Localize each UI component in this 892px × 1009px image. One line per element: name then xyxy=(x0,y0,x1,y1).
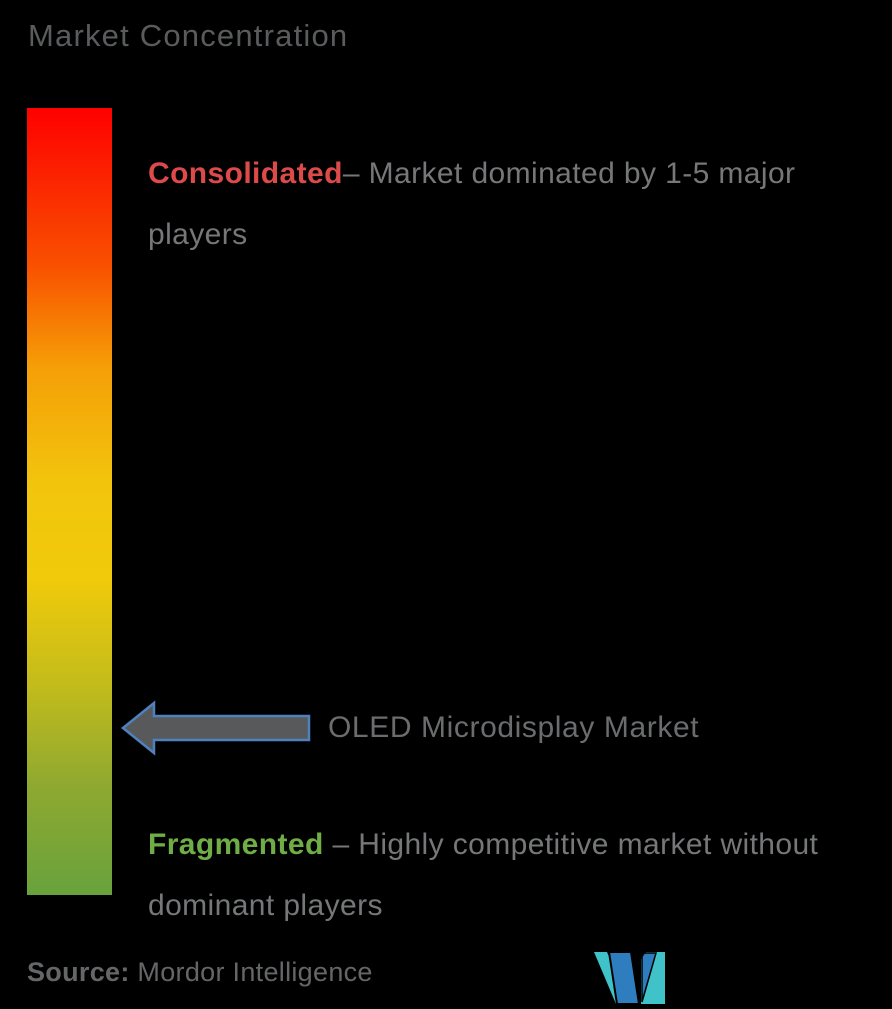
source-text: Mordor Intelligence xyxy=(129,957,373,987)
fragmented-description: Fragmented – Highly competitive market w… xyxy=(148,814,848,936)
source-prefix: Source: xyxy=(27,957,130,987)
consolidated-description-text: – Market dominated by 1-5 major players xyxy=(148,157,796,251)
source-line: Source: Mordor Intelligence xyxy=(27,957,373,988)
fragmented-description-text: – Highly competitive market without domi… xyxy=(148,828,819,922)
marker-label: OLED Microdisplay Market xyxy=(328,711,700,744)
fragmented-label: Fragmented xyxy=(148,828,324,861)
mordor-intelligence-logo xyxy=(594,952,665,1005)
consolidated-label: Consolidated xyxy=(148,157,343,190)
page-title: Market Concentration xyxy=(28,18,349,53)
left-arrow-icon xyxy=(121,700,311,756)
consolidated-description: Consolidated– Market dominated by 1-5 ma… xyxy=(148,143,828,265)
concentration-gradient-bar xyxy=(27,108,112,895)
